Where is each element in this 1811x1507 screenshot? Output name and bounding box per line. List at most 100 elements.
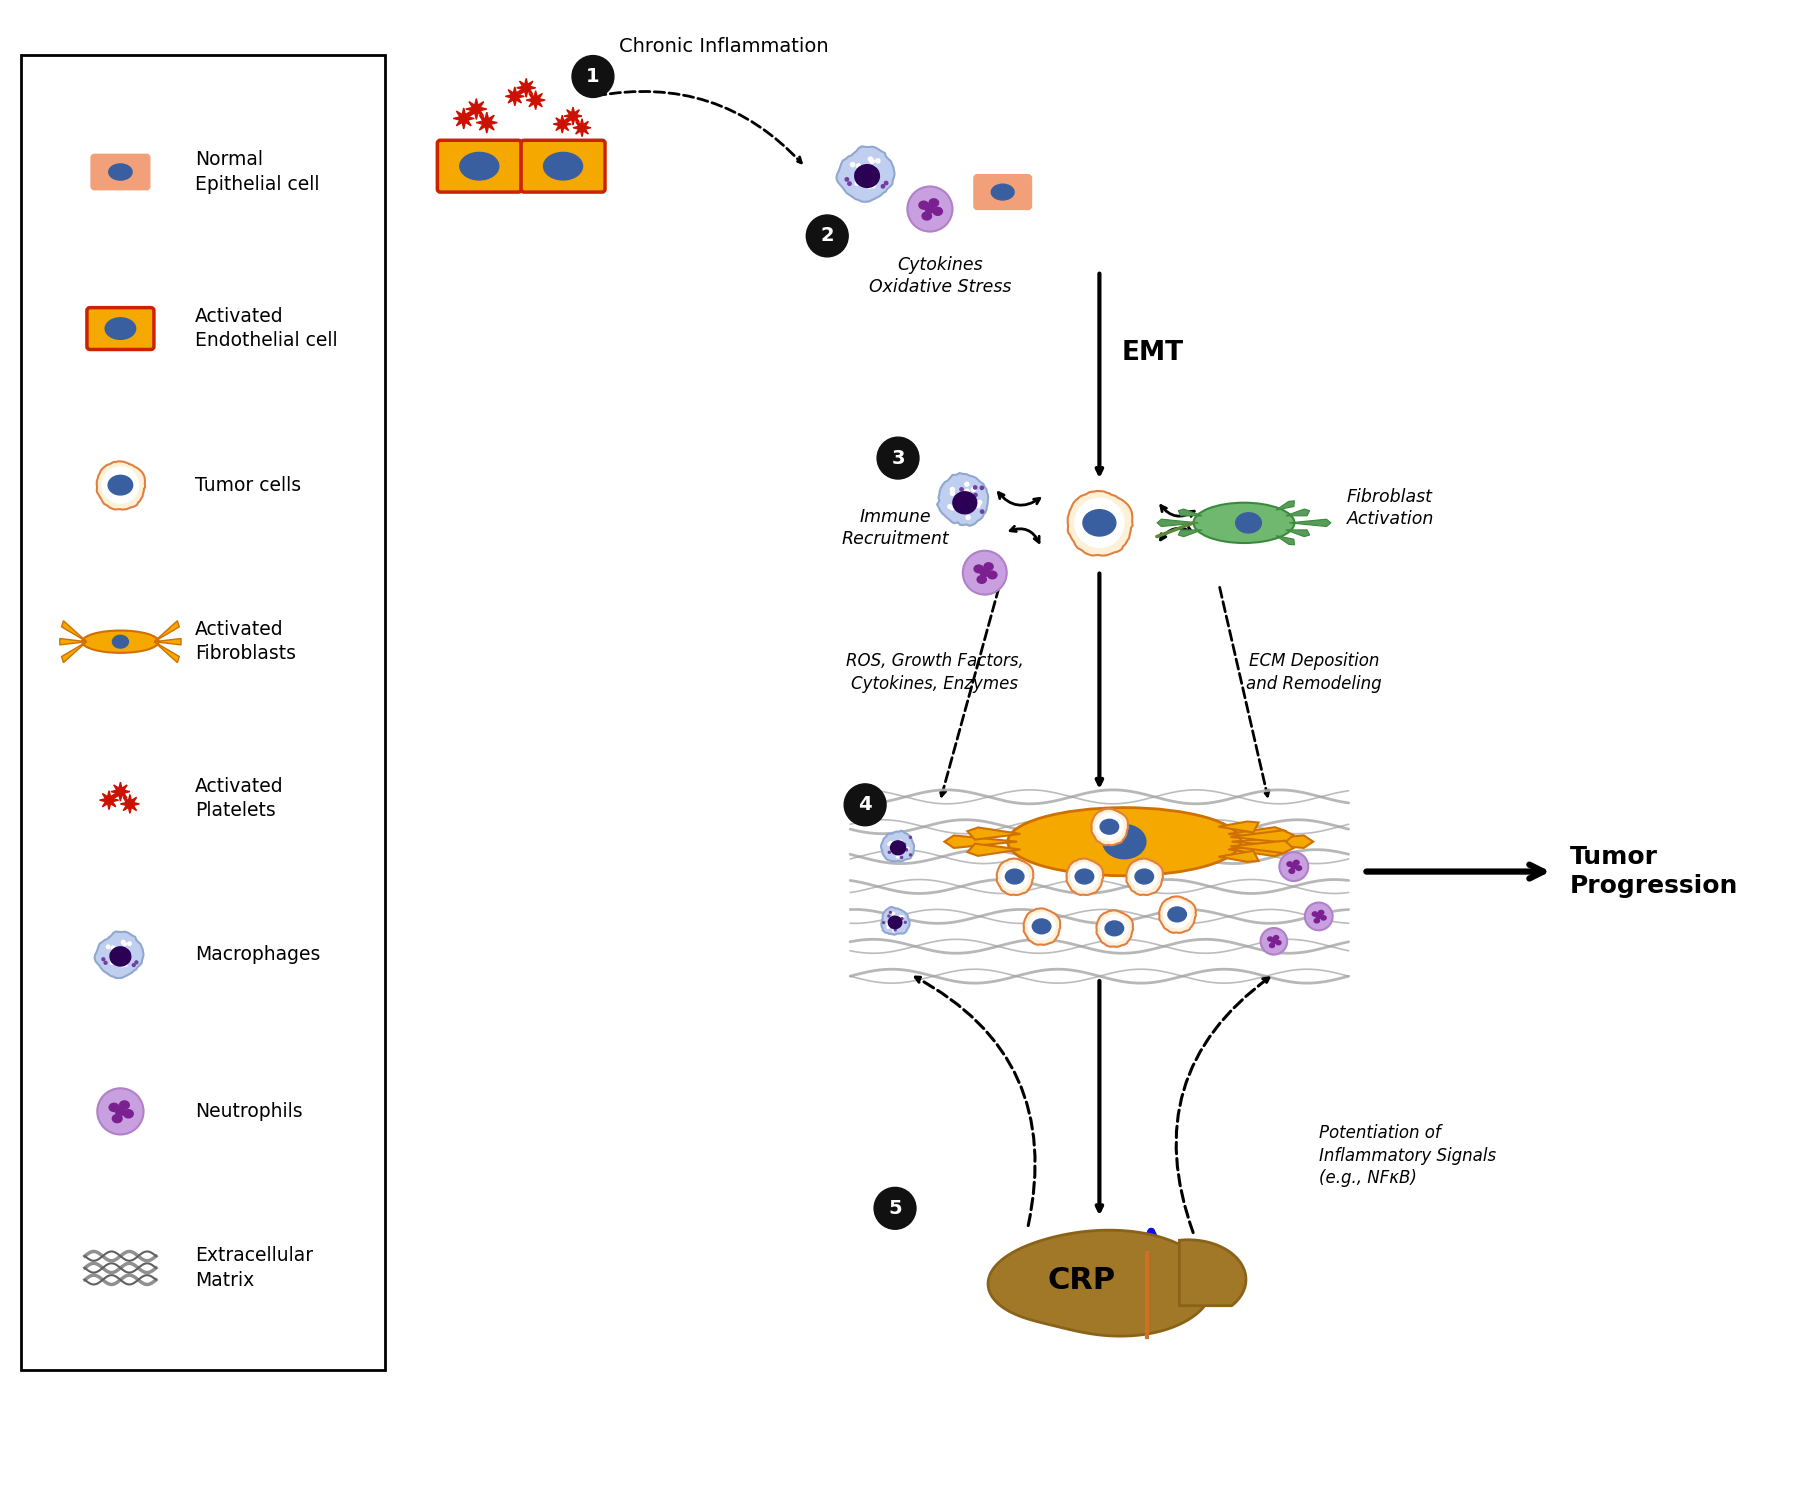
Circle shape — [98, 1088, 143, 1135]
Circle shape — [951, 488, 954, 491]
Ellipse shape — [855, 164, 880, 187]
Circle shape — [103, 961, 107, 964]
Circle shape — [857, 164, 860, 167]
Circle shape — [806, 216, 848, 256]
Circle shape — [1027, 912, 1056, 940]
Circle shape — [904, 844, 906, 845]
Ellipse shape — [1295, 865, 1302, 871]
Circle shape — [118, 952, 121, 957]
Circle shape — [882, 922, 884, 924]
Ellipse shape — [1268, 936, 1273, 942]
Polygon shape — [476, 112, 498, 133]
Circle shape — [875, 172, 880, 176]
Circle shape — [101, 466, 139, 503]
Ellipse shape — [543, 152, 583, 179]
Polygon shape — [527, 90, 545, 110]
Text: Activated
Endothelial cell: Activated Endothelial cell — [196, 307, 339, 350]
Polygon shape — [154, 639, 181, 645]
Text: 1: 1 — [587, 66, 599, 86]
Circle shape — [895, 844, 896, 845]
Circle shape — [884, 181, 887, 185]
Circle shape — [114, 952, 118, 955]
Polygon shape — [1230, 841, 1293, 853]
Ellipse shape — [976, 576, 987, 585]
Circle shape — [855, 181, 860, 185]
Circle shape — [896, 922, 898, 925]
Text: 4: 4 — [858, 796, 871, 814]
Ellipse shape — [929, 197, 940, 208]
Circle shape — [107, 945, 110, 948]
Ellipse shape — [1271, 939, 1277, 943]
Ellipse shape — [120, 1100, 130, 1109]
Circle shape — [965, 482, 969, 487]
Circle shape — [848, 182, 851, 185]
Circle shape — [860, 172, 864, 175]
Polygon shape — [96, 461, 145, 509]
Text: Extracellular
Matrix: Extracellular Matrix — [196, 1246, 313, 1290]
Circle shape — [875, 1188, 916, 1230]
Text: Immune
Recruitment: Immune Recruitment — [840, 508, 949, 549]
Circle shape — [896, 856, 898, 857]
Circle shape — [902, 848, 906, 850]
Polygon shape — [936, 473, 989, 526]
Circle shape — [110, 961, 114, 964]
Circle shape — [882, 184, 886, 188]
Polygon shape — [1067, 859, 1103, 895]
Polygon shape — [62, 621, 87, 642]
Text: Fibroblast
Activation: Fibroblast Activation — [1347, 488, 1434, 527]
Ellipse shape — [924, 205, 934, 214]
Ellipse shape — [918, 200, 929, 209]
Text: Potentiation of
Inflammatory Signals
(e.g., NFκB): Potentiation of Inflammatory Signals (e.… — [1318, 1124, 1496, 1186]
Ellipse shape — [1313, 918, 1320, 924]
Polygon shape — [563, 107, 581, 125]
Circle shape — [951, 506, 954, 509]
Polygon shape — [505, 87, 523, 105]
Circle shape — [891, 924, 893, 927]
Polygon shape — [1068, 491, 1132, 556]
FancyBboxPatch shape — [974, 175, 1030, 209]
Ellipse shape — [1007, 808, 1241, 876]
Text: 3: 3 — [891, 449, 906, 467]
Polygon shape — [120, 794, 139, 814]
Circle shape — [978, 500, 982, 505]
Circle shape — [887, 927, 889, 928]
Polygon shape — [110, 782, 130, 802]
Circle shape — [906, 848, 907, 851]
Ellipse shape — [1168, 907, 1186, 922]
Ellipse shape — [887, 916, 902, 928]
Ellipse shape — [933, 206, 944, 216]
Ellipse shape — [1235, 512, 1262, 533]
FancyBboxPatch shape — [522, 140, 605, 191]
Circle shape — [889, 850, 893, 851]
Circle shape — [891, 847, 893, 850]
Circle shape — [963, 550, 1007, 595]
Circle shape — [900, 856, 902, 859]
FancyBboxPatch shape — [87, 307, 154, 350]
Circle shape — [974, 485, 976, 490]
Ellipse shape — [1103, 824, 1146, 859]
Circle shape — [110, 952, 114, 955]
Circle shape — [971, 487, 976, 491]
Text: Cytokines
Oxidative Stress: Cytokines Oxidative Stress — [869, 256, 1011, 295]
Circle shape — [125, 948, 129, 952]
Circle shape — [121, 940, 125, 943]
Polygon shape — [944, 835, 1018, 848]
Circle shape — [875, 173, 880, 176]
Circle shape — [889, 912, 891, 913]
Circle shape — [1260, 928, 1288, 954]
Ellipse shape — [987, 570, 998, 580]
Circle shape — [902, 918, 904, 919]
Circle shape — [1130, 862, 1159, 891]
Circle shape — [129, 942, 130, 945]
Polygon shape — [1230, 830, 1293, 842]
Ellipse shape — [1273, 934, 1279, 940]
Circle shape — [572, 56, 614, 98]
Circle shape — [893, 842, 895, 844]
Polygon shape — [996, 859, 1034, 895]
Ellipse shape — [1315, 913, 1322, 919]
Circle shape — [855, 172, 858, 175]
Ellipse shape — [973, 564, 983, 574]
Circle shape — [951, 491, 954, 496]
Circle shape — [909, 836, 911, 838]
Polygon shape — [1096, 910, 1134, 946]
